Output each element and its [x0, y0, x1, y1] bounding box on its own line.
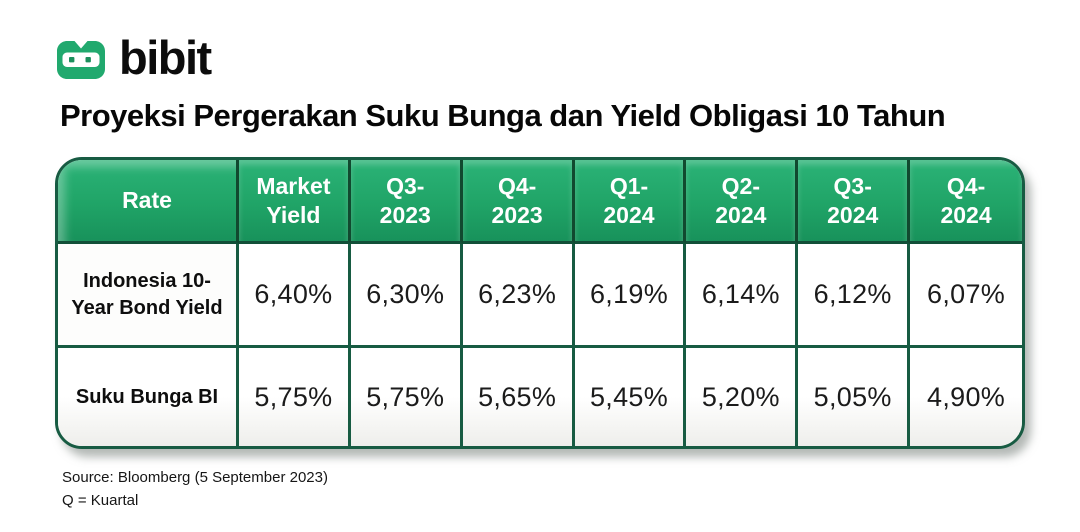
col-header-rate: Rate: [58, 160, 239, 244]
bi-rate-q1-2024: 5,45%: [574, 348, 687, 446]
bi-rate-q3-2023: 5,75%: [350, 348, 463, 446]
col-header-market-yield: Market Yield: [239, 160, 351, 244]
bi-rate-market: 5,75%: [239, 348, 351, 446]
col-header-q3-2023: Q3-2023: [350, 160, 463, 244]
row-label-bond-yield: Indonesia 10-Year Bond Yield: [58, 244, 239, 348]
source-note: Source: Bloomberg (5 September 2023): [62, 469, 328, 486]
col-header-q4-2023: Q4-2023: [462, 160, 575, 244]
brand-wordmark: bibit: [119, 31, 212, 84]
footer: Source: Bloomberg (5 September 2023) Q =…: [62, 466, 328, 512]
bi-rate-q3-2024: 5,05%: [798, 348, 911, 446]
bond-yield-q4-2023: 6,23%: [462, 244, 575, 348]
row-label-suku-bunga-bi: Suku Bunga BI: [58, 348, 239, 446]
bond-yield-q4-2024: 6,07%: [910, 244, 1022, 348]
col-header-q1-2024: Q1-2024: [574, 160, 687, 244]
bond-yield-q3-2024: 6,12%: [798, 244, 911, 348]
col-header-q4-2024: Q4-2024: [910, 160, 1022, 244]
col-header-q3-2024: Q3-2024: [798, 160, 911, 244]
bond-yield-market: 6,40%: [239, 244, 351, 348]
page-title: Proyeksi Pergerakan Suku Bunga dan Yield…: [60, 98, 946, 133]
bi-rate-q2-2024: 5,20%: [686, 348, 799, 446]
bibit-seed-icon: [57, 40, 105, 79]
bibit-logo: bibit: [56, 31, 212, 85]
bond-yield-q2-2024: 6,14%: [686, 244, 799, 348]
bond-yield-q1-2024: 6,19%: [574, 244, 687, 348]
projection-table: Rate Market Yield Q3-2023 Q4-2023 Q1-202…: [55, 157, 1025, 449]
quartal-note: Q = Kuartal: [62, 492, 139, 509]
bi-rate-q4-2023: 5,65%: [462, 348, 575, 446]
bond-yield-q3-2023: 6,30%: [350, 244, 463, 348]
col-header-q2-2024: Q2-2024: [686, 160, 799, 244]
bi-rate-q4-2024: 4,90%: [910, 348, 1022, 446]
